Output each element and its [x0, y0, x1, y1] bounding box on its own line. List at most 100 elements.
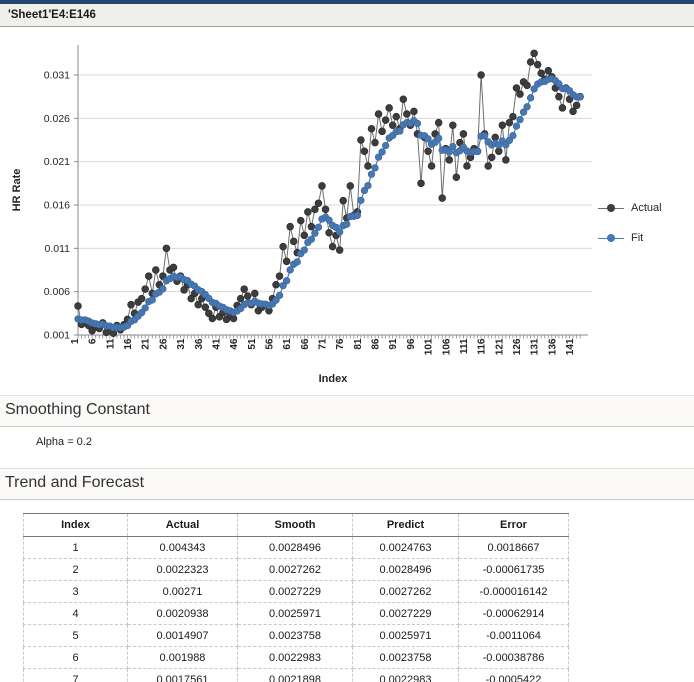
- column-header-predict: Predict: [352, 513, 459, 537]
- svg-text:111: 111: [459, 338, 470, 354]
- svg-text:86: 86: [371, 338, 382, 350]
- table-cell: -0.00061735: [458, 558, 569, 581]
- window-top-accent-bar: [0, 0, 694, 4]
- column-header-actual: Actual: [127, 513, 238, 537]
- output-pane-title-bar: 'Sheet1'E4:E146: [0, 4, 694, 27]
- table-cell: 0.0017561: [127, 668, 238, 682]
- table-cell: 0.0018667: [458, 536, 569, 559]
- y-axis-title: HR Rate: [11, 169, 23, 212]
- trend-forecast-table: Index Actual Smooth Predict Error 1 0.004343 0…: [23, 513, 569, 682]
- svg-text:131: 131: [530, 338, 541, 355]
- svg-text:16: 16: [123, 338, 134, 350]
- table-cell: 0.00271: [127, 580, 238, 603]
- trend-forecast-section-header: Trend and Forecast: [0, 468, 694, 500]
- svg-text:101: 101: [424, 338, 435, 355]
- table-cell: 0.0027229: [237, 580, 353, 603]
- svg-text:36: 36: [194, 338, 205, 350]
- svg-text:31: 31: [176, 338, 187, 350]
- svg-text:6: 6: [88, 338, 99, 344]
- svg-text:46: 46: [229, 338, 240, 350]
- x-axis-title: Index: [319, 373, 349, 385]
- svg-text:51: 51: [247, 338, 258, 350]
- table-cell: 4: [23, 602, 128, 625]
- actual-series: [74, 49, 584, 338]
- table-row: 3 0.00271 0.0027229 0.0027262 -0.000016142: [23, 580, 569, 603]
- svg-text:56: 56: [264, 338, 275, 350]
- table-cell: 6: [23, 646, 128, 669]
- table-row: 7 0.0017561 0.0021898 0.0022983 -0.0005422: [23, 668, 569, 682]
- table-cell: 3: [23, 580, 128, 603]
- table-cell: 0.0014907: [127, 624, 238, 647]
- chart-legend: Actual Fit: [598, 193, 662, 253]
- table-cell: 0.0023758: [352, 646, 459, 669]
- table-cell: 0.0021898: [237, 668, 353, 682]
- column-header-smooth: Smooth: [237, 513, 353, 537]
- table-header-row: Index Actual Smooth Predict Error: [23, 513, 569, 537]
- svg-text:0.006: 0.006: [44, 286, 70, 298]
- y-axis-tick-labels: 0.001 0.006 0.011 0.016 0.021 0.026 0.031: [44, 70, 70, 342]
- table-cell: 0.004343: [127, 536, 238, 559]
- svg-text:106: 106: [441, 338, 452, 355]
- svg-text:141: 141: [565, 338, 576, 355]
- table-cell: 1: [23, 536, 128, 559]
- table-cell: 2: [23, 558, 128, 581]
- column-header-error: Error: [458, 513, 569, 537]
- table-cell: 7: [23, 668, 128, 682]
- svg-text:0.001: 0.001: [44, 330, 70, 342]
- table-cell: 0.0027262: [237, 558, 353, 581]
- table-row: 4 0.0020938 0.0025971 0.0027229 -0.00062914: [23, 602, 569, 625]
- svg-text:121: 121: [494, 338, 505, 355]
- axis-titles: HR Rate Index: [11, 169, 348, 385]
- table-cell: 0.0025971: [237, 602, 353, 625]
- svg-text:136: 136: [547, 338, 558, 355]
- svg-text:76: 76: [335, 338, 346, 350]
- legend-item-actual: Actual: [598, 193, 662, 223]
- legend-label-fit: Fit: [631, 232, 644, 244]
- table-cell: 0.0023758: [237, 624, 353, 647]
- table-cell: 0.0022983: [352, 668, 459, 682]
- svg-text:61: 61: [282, 338, 293, 350]
- svg-text:41: 41: [211, 338, 222, 350]
- table-cell: 0.0028496: [237, 536, 353, 559]
- table-row: 6 0.001988 0.0022983 0.0023758 -0.00038786: [23, 646, 569, 669]
- svg-text:66: 66: [300, 338, 311, 350]
- smoothing-constant-section-header: Smoothing Constant: [0, 395, 694, 427]
- table-cell: 0.0024763: [352, 536, 459, 559]
- table-cell: -0.00062914: [458, 602, 569, 625]
- fit-series-marker-icon: [598, 234, 624, 242]
- x-axis-tick-labels: 1 6 11 16 21 26 31 36 41 46 51 56 61 66 71 76 81 86 91 96 10…: [70, 338, 576, 355]
- svg-text:81: 81: [353, 338, 364, 350]
- svg-text:26: 26: [158, 338, 169, 350]
- svg-text:0.011: 0.011: [45, 243, 71, 255]
- svg-text:0.016: 0.016: [44, 200, 70, 212]
- table-row: 5 0.0014907 0.0023758 0.0025971 -0.0011064: [23, 624, 569, 647]
- svg-text:11: 11: [105, 338, 116, 349]
- actual-series-marker-icon: [598, 204, 624, 212]
- sheet-range-title: 'Sheet1'E4:E146: [8, 9, 96, 21]
- table-row: 1 0.004343 0.0028496 0.0024763 0.0018667: [23, 536, 569, 559]
- alpha-value-text: Alpha = 0.2: [36, 436, 92, 448]
- table-cell: -0.0005422: [458, 668, 569, 682]
- trend-forecast-title: Trend and Forecast: [5, 474, 145, 491]
- smoothing-constant-title: Smoothing Constant: [5, 401, 150, 418]
- smoothing-chart-panel: 0.001 0.006 0.011 0.016 0.021 0.026 0.031 1 6 11 1…: [0, 27, 694, 395]
- table-cell: -0.0011064: [458, 624, 569, 647]
- column-header-index: Index: [23, 513, 128, 537]
- table-cell: -0.00038786: [458, 646, 569, 669]
- table-cell: 0.001988: [127, 646, 238, 669]
- svg-text:21: 21: [141, 338, 152, 350]
- table-cell: 0.0022323: [127, 558, 238, 581]
- svg-text:0.031: 0.031: [44, 70, 70, 82]
- svg-text:71: 71: [318, 338, 329, 350]
- svg-text:116: 116: [477, 338, 488, 355]
- legend-label-actual: Actual: [631, 202, 662, 214]
- svg-text:0.021: 0.021: [44, 156, 70, 168]
- table-row: 2 0.0022323 0.0027262 0.0028496 -0.00061735: [23, 558, 569, 581]
- chart-axes: [74, 45, 588, 339]
- table-cell: 5: [23, 624, 128, 647]
- fit-series: [74, 75, 584, 332]
- svg-text:0.026: 0.026: [44, 113, 70, 125]
- table-cell: 0.0020938: [127, 602, 238, 625]
- legend-item-fit: Fit: [598, 223, 662, 253]
- svg-text:1: 1: [70, 338, 81, 344]
